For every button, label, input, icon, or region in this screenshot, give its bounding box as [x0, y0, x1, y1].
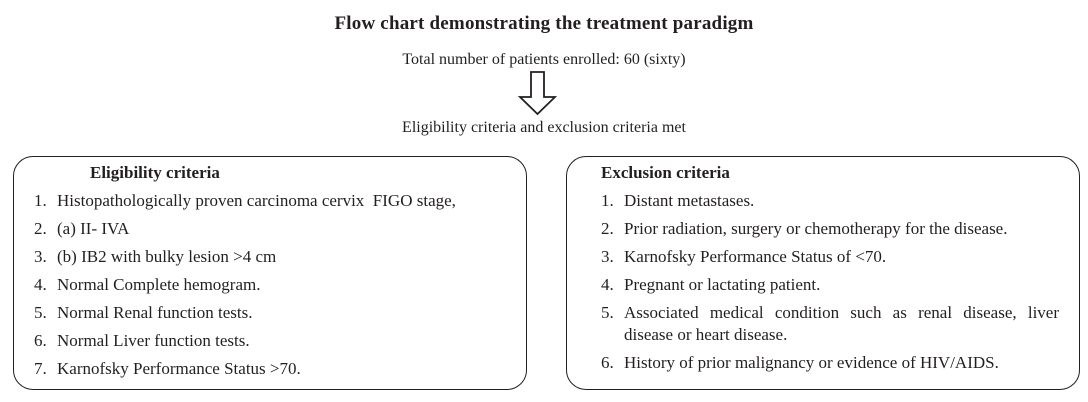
eligibility-box: Eligibility criteria 1. Histopathologica… [13, 156, 527, 390]
criteria-met-text: Eligibility criteria and exclusion crite… [402, 119, 686, 136]
figure-title: Flow chart demonstrating the treatment p… [334, 13, 754, 34]
item-number: 4. [601, 275, 614, 294]
item-text: Normal Liver function tests. [57, 331, 250, 350]
item-text: Karnofsky Performance Status >70. [57, 359, 301, 378]
item-number: 2. [601, 219, 614, 238]
eligibility-item: 5. Normal Renal function tests. [34, 302, 512, 324]
eligibility-item: 2. (a) II- IVA [34, 218, 512, 240]
item-text: Normal Complete hemogram. [57, 275, 261, 294]
item-text: Karnofsky Performance Status of <70. [624, 247, 887, 266]
eligibility-item: 7. Karnofsky Performance Status >70. [34, 358, 512, 380]
item-number: 4. [34, 275, 47, 294]
exclusion-item: 3. Karnofsky Performance Status of <70. [601, 246, 1059, 268]
item-text: Associated medical condition such as ren… [624, 303, 1064, 344]
item-number: 3. [601, 247, 614, 266]
item-text: (a) II- IVA [57, 219, 130, 238]
item-text: Distant metastases. [624, 191, 755, 210]
eligibility-item: 6. Normal Liver function tests. [34, 330, 512, 352]
item-number: 6. [34, 331, 47, 350]
item-text: Normal Renal function tests. [57, 303, 253, 322]
exclusion-box: Exclusion criteria 1. Distant metastases… [566, 156, 1080, 390]
item-number: 5. [34, 303, 47, 322]
item-number: 2. [34, 219, 47, 238]
exclusion-item: 6. History of prior malignancy or eviden… [601, 352, 1059, 374]
exclusion-item: 2. Prior radiation, surgery or chemother… [601, 218, 1059, 240]
item-number: 5. [601, 303, 614, 322]
item-number: 1. [601, 191, 614, 210]
down-block-arrow-icon [517, 71, 557, 116]
exclusion-item: 4. Pregnant or lactating patient. [601, 274, 1059, 296]
item-number: 7. [34, 359, 47, 378]
item-number: 3. [34, 247, 47, 266]
exclusion-item: 5. Associated medical condition such as … [601, 302, 1059, 346]
item-text: (b) IB2 with bulky lesion >4 cm [57, 247, 277, 266]
item-number: 6. [601, 353, 614, 372]
eligibility-item: 1. Histopathologically proven carcinoma … [34, 190, 512, 212]
item-number: 1. [34, 191, 47, 210]
item-text: Prior radiation, surgery or chemotherapy… [624, 219, 1008, 238]
item-text: Histopathologically proven carcinoma cer… [57, 191, 456, 210]
enrollment-text: Total number of patients enrolled: 60 (s… [402, 51, 686, 68]
eligibility-header: Eligibility criteria [90, 163, 220, 182]
eligibility-item: 3. (b) IB2 with bulky lesion >4 cm [34, 246, 512, 268]
item-text: Pregnant or lactating patient. [624, 275, 821, 294]
exclusion-item: 1. Distant metastases. [601, 190, 1059, 212]
exclusion-header: Exclusion criteria [601, 163, 730, 182]
item-text: History of prior malignancy or evidence … [624, 353, 999, 372]
eligibility-item: 4. Normal Complete hemogram. [34, 274, 512, 296]
